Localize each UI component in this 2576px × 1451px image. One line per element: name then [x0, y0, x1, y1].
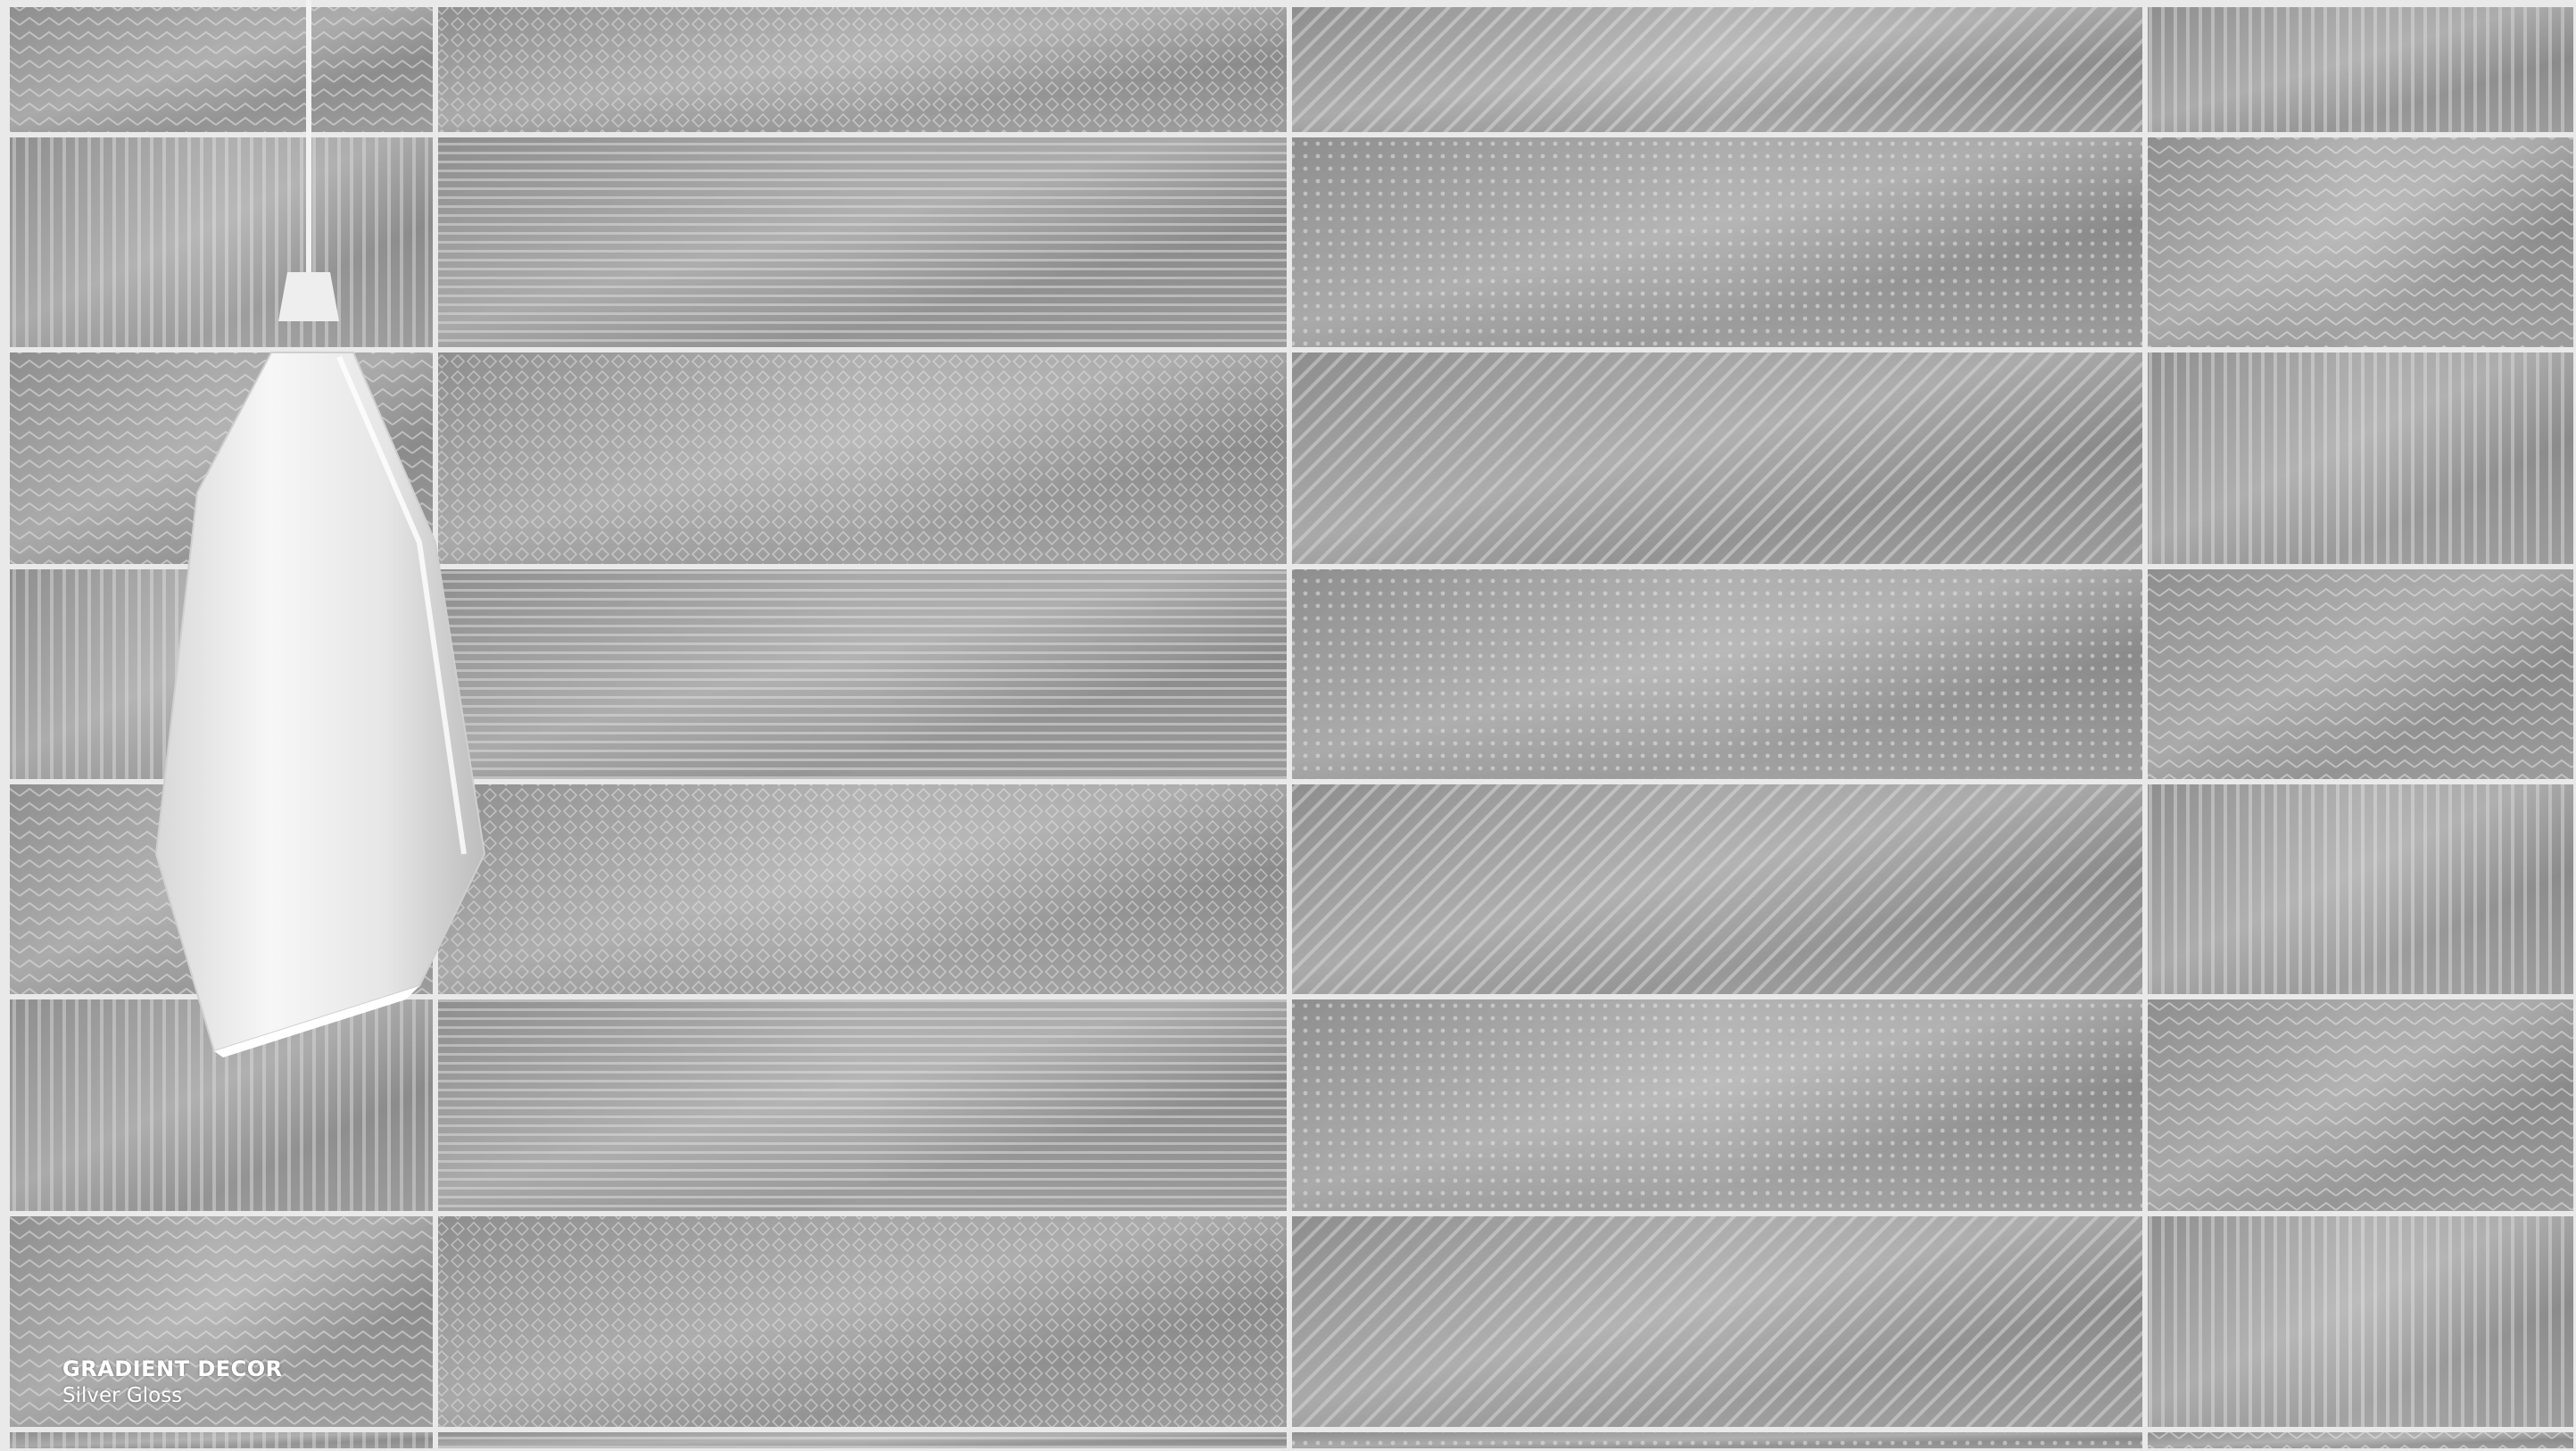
tile-sheen — [10, 137, 433, 347]
tile-sheen — [1292, 7, 2142, 132]
tile-sheen — [2148, 7, 2573, 132]
tile-sheen — [2148, 352, 2573, 564]
tile-sheen — [2148, 569, 2573, 779]
tile-sheen — [1292, 137, 2142, 347]
tile-sheen — [1292, 569, 2142, 779]
tile-sheen — [10, 1432, 433, 1448]
tile-sheen — [1292, 1432, 2142, 1448]
lamp-highlight — [336, 355, 467, 855]
tile-sheen — [2148, 1432, 2573, 1448]
caption-title: GRADIENT DECOR — [62, 1356, 283, 1381]
tile-sheen — [2148, 1216, 2573, 1427]
tile-sheen — [2148, 784, 2573, 994]
tile-sheen — [2148, 137, 2573, 347]
caption-subtitle: Silver Gloss — [62, 1384, 183, 1407]
tile-sheen — [438, 352, 1287, 564]
tile-sheen — [438, 1216, 1287, 1427]
tile-sheen — [438, 137, 1287, 347]
tile-sheen — [1292, 1216, 2142, 1427]
lamp-rim — [214, 986, 419, 1057]
tile-sheen — [2148, 999, 2573, 1211]
tile-sheen — [438, 999, 1287, 1211]
tile-sheen — [1292, 352, 2142, 564]
tile-sheen — [438, 1432, 1287, 1448]
tile-sheen — [10, 1216, 433, 1427]
tile-sheen — [438, 784, 1287, 994]
tile-sheen — [1292, 784, 2142, 994]
tile-sheen — [438, 569, 1287, 779]
tile-sheen — [10, 7, 433, 132]
tile-sheen — [1292, 999, 2142, 1211]
lamp-cap — [278, 272, 339, 321]
tile-sheen — [438, 7, 1287, 132]
